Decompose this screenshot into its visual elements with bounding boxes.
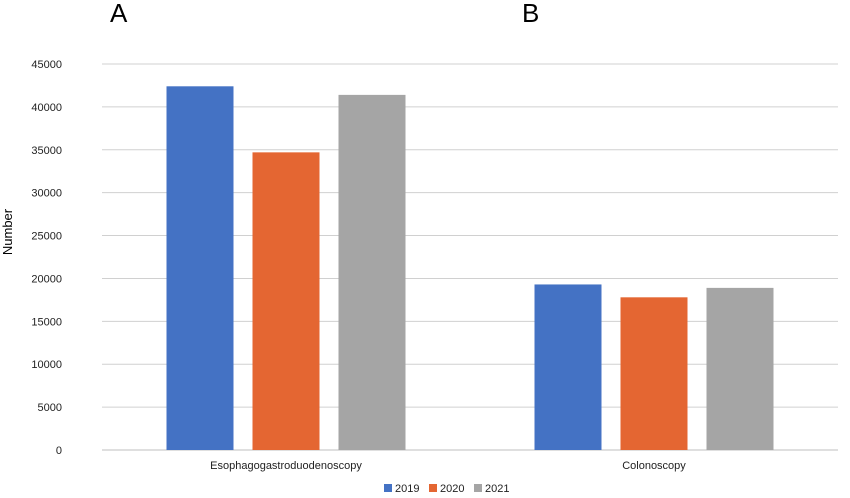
category-labels: Esophagogastroduodenoscopy Colonoscopy <box>210 460 686 472</box>
legend-swatch <box>384 484 392 492</box>
category-label: Esophagogastroduodenoscopy <box>210 460 362 472</box>
y-tick-label: 0 <box>56 445 62 457</box>
bar-2021-esophagogastroduodenoscopy <box>338 94 406 450</box>
legend-label: 2020 <box>440 483 464 495</box>
y-tick-label: 10000 <box>31 359 62 371</box>
category-label: Colonoscopy <box>622 460 686 472</box>
legend-swatch <box>474 484 482 492</box>
bars <box>166 86 774 451</box>
legend-label: 2021 <box>485 483 509 495</box>
y-tick-label: 30000 <box>31 188 62 200</box>
legend-label: 2019 <box>395 483 419 495</box>
y-tick-label: 25000 <box>31 231 62 243</box>
bar-2019-esophagogastroduodenoscopy <box>166 86 234 451</box>
y-tick-label: 5000 <box>38 402 62 414</box>
y-tick-labels: 0 5000 10000 15000 20000 25000 30000 35000 40000… <box>31 59 62 457</box>
panel-label-a: A <box>110 0 128 28</box>
y-axis-label: Number <box>0 208 15 255</box>
legend: 2019 2020 2021 <box>384 483 509 495</box>
y-tick-label: 35000 <box>31 145 62 157</box>
y-tick-label: 45000 <box>31 59 62 71</box>
panel-label-b: B <box>522 0 539 28</box>
legend-swatch <box>429 484 437 492</box>
bar-2021-colonoscopy <box>706 287 774 450</box>
bar-2019-colonoscopy <box>534 284 602 450</box>
bar-2020-colonoscopy <box>620 297 688 450</box>
y-tick-label: 20000 <box>31 273 62 285</box>
y-tick-label: 15000 <box>31 316 62 328</box>
y-tick-label: 40000 <box>31 102 62 114</box>
bar-2020-esophagogastroduodenoscopy <box>252 152 320 450</box>
